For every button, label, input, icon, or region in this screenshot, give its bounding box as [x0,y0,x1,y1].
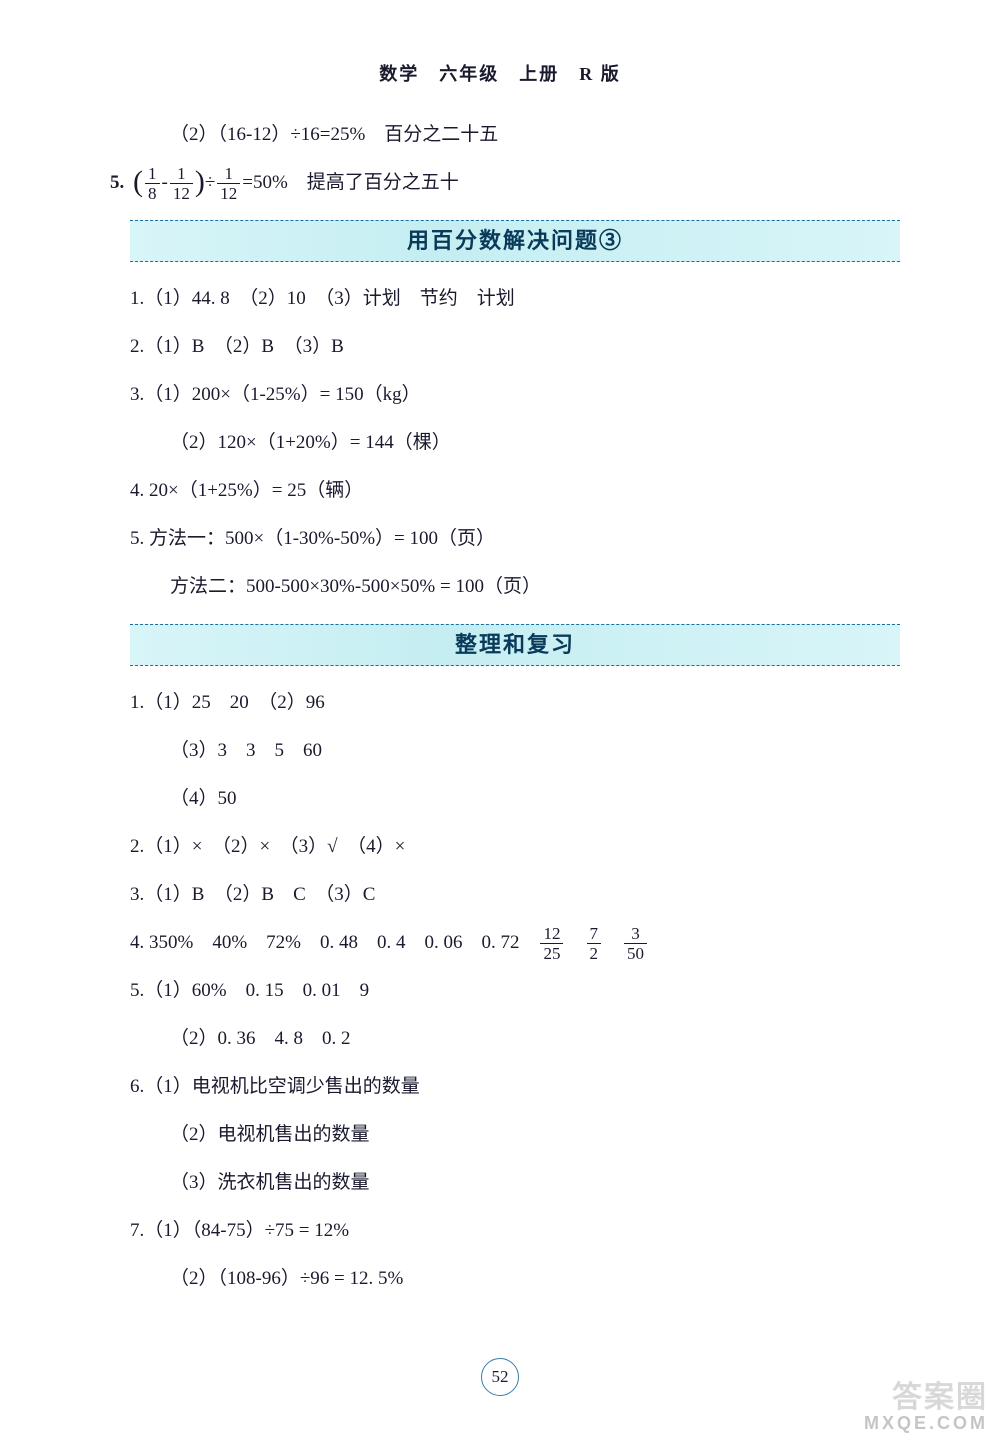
divide-sign: ÷ [205,172,215,193]
frac-num: 1 [145,165,160,184]
frac-num: 1 [217,165,240,184]
fraction: 1225 [540,925,563,962]
frac-den: 8 [145,184,160,202]
watermark-top: 答案圈 [864,1381,988,1414]
s1-q5b: 方法二：500-500×30%-500×50% = 100（页） [170,568,900,606]
s1-q5a: 5. 方法一：500×（1-30%-50%）= 100（页） [130,520,900,558]
s2-q2: 2.（1）× （2）× （3）√ （4）× [130,828,900,866]
s1-q3b: （2）120×（1+20%）= 144（棵） [170,424,900,462]
s1-q2: 2.（1）B （2）B （3）B [130,328,900,366]
fraction: 350 [624,925,647,962]
q5-suffix: =50% 提高了百分之五十 [242,172,459,193]
lparen-icon: ( [133,167,143,197]
fraction: 112 [217,165,240,202]
s2-q1c: （4）50 [170,780,900,818]
s2-q1b: （3）3 3 5 60 [170,732,900,770]
frac-den: 50 [624,944,647,962]
s2-q7a: 7.（1）（84-75）÷75 = 12% [130,1212,900,1250]
q4-prefix: 4. 350% 40% 72% 0. 48 0. 4 0. 06 0. 72 [130,932,538,953]
top-q5: 5. (18-112)÷112=50% 提高了百分之五十 [110,164,900,202]
watermark-bottom: MXQE.COM [864,1414,988,1434]
rparen-icon: ) [195,167,205,197]
page-content: 数学 六年级 上册 R 版 （2）（16-12）÷16=25% 百分之二十五 5… [0,0,1000,1348]
frac-num: 7 [587,925,602,944]
s2-q6c: （3）洗衣机售出的数量 [170,1164,900,1202]
page-number-value: 52 [481,1358,519,1396]
frac-den: 12 [217,184,240,202]
frac-den: 12 [170,184,193,202]
s2-q6b: （2）电视机售出的数量 [170,1116,900,1154]
s1-q1: 1.（1）44. 8 （2）10 （3）计划 节约 计划 [130,280,900,318]
page-header: 数学 六年级 上册 R 版 [100,60,900,86]
top-line-2: （2）（16-12）÷16=25% 百分之二十五 [170,116,900,154]
s2-q4: 4. 350% 40% 72% 0. 48 0. 4 0. 06 0. 72 1… [130,924,900,962]
s2-q3: 3.（1）B （2）B C （3）C [130,876,900,914]
frac-den: 25 [540,944,563,962]
minus-sign: - [162,172,168,193]
watermark: 答案圈 MXQE.COM [864,1381,988,1434]
section-banner-1: 用百分数解决问题③ [130,220,900,262]
fraction: 72 [587,925,602,962]
s2-q5a: 5.（1）60% 0. 15 0. 01 9 [130,972,900,1010]
q5-label: 5. [110,172,124,193]
frac-num: 1 [170,165,193,184]
section-banner-2: 整理和复习 [130,624,900,666]
s2-q6a: 6.（1）电视机比空调少售出的数量 [130,1068,900,1106]
frac-num: 3 [624,925,647,944]
page-number: 52 [0,1358,1000,1396]
s2-q1a: 1.（1）25 20 （2）96 [130,684,900,722]
s2-q5b: （2）0. 36 4. 8 0. 2 [170,1020,900,1058]
fraction: 18 [145,165,160,202]
s2-q7b: （2）（108-96）÷96 = 12. 5% [170,1260,900,1298]
frac-num: 12 [540,925,563,944]
s1-q3a: 3.（1）200×（1-25%）= 150（kg） [130,376,900,414]
frac-den: 2 [587,944,602,962]
fraction: 112 [170,165,193,202]
s1-q4: 4. 20×（1+25%）= 25（辆） [130,472,900,510]
